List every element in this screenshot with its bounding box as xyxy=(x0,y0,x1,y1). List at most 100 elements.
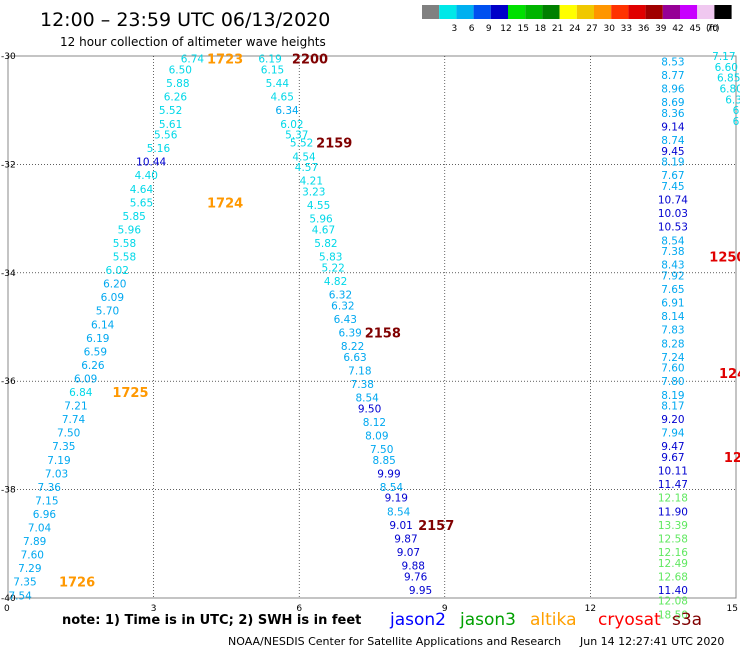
y-tick-label: -34 xyxy=(1,269,16,279)
swh-value-label: 8.54 xyxy=(661,235,685,247)
swh-value-label: 10.03 xyxy=(658,208,688,220)
swh-value-label: 6.32 xyxy=(331,300,354,312)
satellite-name: jason3 xyxy=(459,610,516,630)
swh-value-label: 5.85 xyxy=(122,211,145,223)
time-label: 1726 xyxy=(59,576,95,591)
swh-value-label: 7.89 xyxy=(23,536,46,548)
swh-value-label: 5.61 xyxy=(159,119,182,131)
x-tick-label: 9 xyxy=(442,604,448,614)
swh-value-label: 6.3 xyxy=(725,94,740,106)
satellite-legend: jason2 jason3 altika cryosat s3a xyxy=(389,610,702,630)
swh-value-label: 5.82 xyxy=(314,238,337,250)
legend-tick-label: 42 xyxy=(672,24,683,34)
swh-value-label: 9.19 xyxy=(385,493,408,505)
legend-tick-label: 9 xyxy=(486,24,492,34)
y-tick-label: -36 xyxy=(1,377,16,387)
y-tick-label: -38 xyxy=(1,486,16,496)
swh-value-label: 8.19 xyxy=(661,157,684,169)
swh-value-label: 8.19 xyxy=(661,390,684,402)
time-label: 1723 xyxy=(207,53,243,68)
swh-value-label: 7.38 xyxy=(351,379,374,391)
swh-value-label: 8.74 xyxy=(661,135,685,147)
swh-value-label: 7.21 xyxy=(64,401,87,413)
swh-value-label: 8.77 xyxy=(661,70,684,82)
swh-value-label: 7.50 xyxy=(57,428,80,440)
time-label: 2159 xyxy=(316,137,352,152)
swh-value-label: 4.67 xyxy=(312,224,335,236)
swh-value-label: 7.29 xyxy=(18,563,41,575)
swh-value-label: 5.96 xyxy=(118,224,142,236)
legend-swatch xyxy=(456,5,474,19)
swh-value-label: 6 xyxy=(733,116,740,128)
data-labels: 6.746.505.886.265.525.615.565.1610.444.4… xyxy=(8,51,740,621)
legend-swatch xyxy=(559,5,577,19)
legend-tick-label: 33 xyxy=(621,24,632,34)
swh-value-label: 11.47 xyxy=(658,479,688,491)
swh-value-label: 7.60 xyxy=(21,550,44,562)
swh-value-label: 7.38 xyxy=(661,246,684,258)
swh-value-label: 6.50 xyxy=(169,65,192,77)
swh-value-label: 10.74 xyxy=(658,195,688,207)
swh-value-label: 7.65 xyxy=(661,284,684,296)
swh-value-label: 9.20 xyxy=(661,414,684,426)
swh-value-label: 6 xyxy=(733,105,740,117)
swh-value-label: 7.45 xyxy=(661,181,684,193)
swh-value-label: 5.96 xyxy=(309,214,333,226)
swh-value-label: 8.12 xyxy=(363,417,386,429)
swh-value-label: 8.54 xyxy=(380,482,404,494)
y-tick-label: -40 xyxy=(1,594,16,604)
swh-value-label: 6.60 xyxy=(715,62,738,74)
legend-unit-label: (ft) xyxy=(706,24,720,34)
swh-value-label: 5.56 xyxy=(154,130,178,142)
swh-value-label: 13.39 xyxy=(658,520,688,532)
legend-tick-label: 45 xyxy=(689,24,700,34)
swh-value-label: 6.09 xyxy=(74,373,97,385)
footer-note: note: 1) Time is in UTC; 2) SWH is in fe… xyxy=(62,613,361,628)
swh-value-label: 7.83 xyxy=(661,325,684,337)
legend-swatch xyxy=(680,5,698,19)
swh-value-label: 7.60 xyxy=(661,363,684,375)
swh-value-label: 5.83 xyxy=(319,252,342,264)
swh-value-label: 6.84 xyxy=(69,387,93,399)
swh-value-label: 5.44 xyxy=(266,78,290,90)
satellite-name: jason2 xyxy=(389,610,446,630)
legend-swatch xyxy=(490,5,508,19)
swh-value-label: 9.87 xyxy=(394,533,417,545)
swh-value-label: 9.45 xyxy=(661,146,684,158)
swh-value-label: 8.36 xyxy=(661,108,685,120)
x-tick-label: 6 xyxy=(296,604,302,614)
swh-value-label: 5.52 xyxy=(159,105,182,117)
swh-value-label: 8.09 xyxy=(365,430,388,442)
swh-value-label: 18.50 xyxy=(658,609,688,621)
plot-frame xyxy=(7,55,737,599)
swh-value-label: 6.02 xyxy=(106,265,129,277)
swh-value-label: 7.92 xyxy=(661,271,684,283)
time-label: 2200 xyxy=(292,53,328,68)
swh-value-label: 8.53 xyxy=(661,56,684,68)
swh-value-label: 5.65 xyxy=(130,197,153,209)
swh-value-label: 9.01 xyxy=(389,520,412,532)
satellite-name: s3a xyxy=(672,610,702,630)
x-axis-ticks: 0 3 6 9 12 15 xyxy=(4,604,738,614)
swh-value-label: 3.23 xyxy=(302,187,325,199)
swh-value-label: 9.95 xyxy=(409,585,432,597)
swh-value-label: 6.02 xyxy=(280,119,303,131)
swh-value-label: 4.21 xyxy=(300,176,323,188)
swh-value-label: 6.20 xyxy=(103,279,126,291)
footer-timestamp: Jun 14 12:27:41 UTC 2020 xyxy=(579,635,724,648)
legend-tick-label: 70 xyxy=(707,24,719,34)
swh-value-label: 4.82 xyxy=(324,276,347,288)
x-tick-label: 15 xyxy=(727,604,738,614)
time-label: 1725 xyxy=(112,386,148,401)
legend-tick-label: 3 xyxy=(452,24,458,34)
swh-value-label: 10.11 xyxy=(658,466,688,478)
swh-value-label: 12.08 xyxy=(658,596,688,608)
page-subtitle: 12 hour collection of altimeter wave hei… xyxy=(60,35,326,49)
legend-swatch xyxy=(714,5,732,19)
swh-value-label: 8.28 xyxy=(661,338,684,350)
swh-value-label: 4.40 xyxy=(135,170,158,182)
swh-value-label: 7.54 xyxy=(8,590,32,602)
legend-swatch xyxy=(697,5,715,19)
swh-value-label: 7.19 xyxy=(47,455,70,467)
